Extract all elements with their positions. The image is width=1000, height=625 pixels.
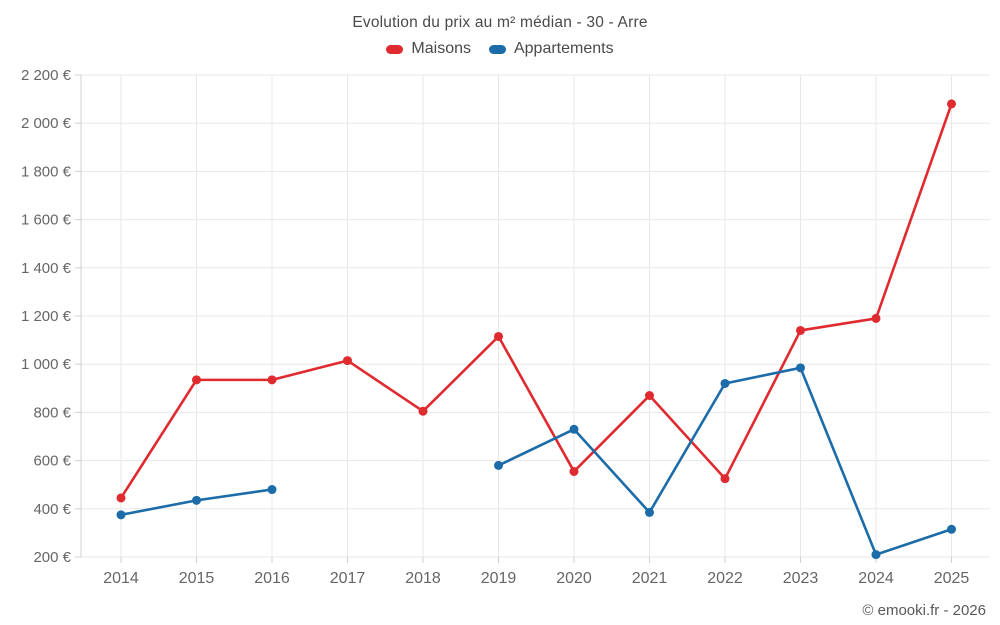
data-point-appartements-2025[interactable]	[947, 524, 956, 534]
maisons-series-swatch-icon	[386, 44, 404, 54]
y-axis-label: 2 000 €	[21, 115, 72, 132]
data-point-maisons-2017[interactable]	[343, 356, 352, 366]
data-point-appartements-2015[interactable]	[192, 495, 201, 505]
y-axis-label: 2 200 €	[21, 67, 72, 84]
y-axis-label: 200 €	[33, 549, 71, 566]
data-point-maisons-2020[interactable]	[569, 466, 579, 476]
appartements-series-swatch-icon	[488, 44, 506, 54]
data-point-maisons-2025[interactable]	[947, 99, 956, 109]
series-line-maisons	[119, 102, 953, 500]
y-axis-label: 1 600 €	[21, 212, 72, 229]
y-axis-label: 1 000 €	[21, 356, 72, 373]
y-axis-label: 1 400 €	[21, 260, 72, 277]
data-point-maisons-2023[interactable]	[796, 325, 805, 335]
data-point-appartements-2023[interactable]	[796, 363, 805, 373]
y-axis-label: 600 €	[33, 453, 71, 470]
data-point-maisons-2014[interactable]	[116, 493, 126, 503]
x-axis-label: 2014	[103, 570, 139, 587]
data-point-maisons-2015[interactable]	[192, 375, 201, 385]
x-axis-label: 2022	[707, 570, 743, 587]
data-point-appartements-2022[interactable]	[720, 378, 730, 388]
x-axis-label: 2015	[179, 570, 215, 587]
data-point-maisons-2016[interactable]	[267, 375, 277, 385]
x-axis-label: 2017	[330, 570, 366, 587]
data-point-maisons-2019[interactable]	[494, 331, 503, 341]
data-point-appartements-2020[interactable]	[569, 424, 579, 434]
y-axis-label: 1 200 €	[21, 308, 72, 325]
x-axis-label: 2019	[481, 570, 517, 587]
data-point-appartements-2024[interactable]	[871, 550, 881, 560]
legend-label-maisons: Maisons	[411, 40, 471, 57]
y-axis-label: 1 800 €	[21, 163, 72, 180]
legend-item-maisons[interactable]: Maisons	[386, 40, 471, 58]
x-axis-label: 2021	[632, 570, 668, 587]
data-point-appartements-2014[interactable]	[116, 510, 126, 520]
copyright-label: © emooki.fr - 2026	[862, 602, 986, 619]
legend-item-appartements[interactable]: Appartements	[488, 40, 614, 58]
data-point-appartements-2016[interactable]	[267, 485, 277, 495]
data-point-maisons-2024[interactable]	[871, 313, 881, 323]
chart-legend: Maisons Appartements	[0, 40, 1000, 58]
legend-label-appartements: Appartements	[513, 40, 614, 57]
data-point-maisons-2022[interactable]	[720, 474, 730, 484]
x-axis-label: 2025	[934, 570, 970, 587]
x-axis-label: 2020	[556, 570, 592, 587]
y-axis-label: 800 €	[33, 404, 71, 421]
y-axis-label: 400 €	[33, 501, 71, 518]
data-point-appartements-2019[interactable]	[494, 460, 503, 470]
x-axis-label: 2018	[405, 570, 441, 587]
x-axis-label: 2016	[254, 570, 290, 587]
x-axis-label: 2024	[858, 570, 894, 587]
data-point-maisons-2021[interactable]	[645, 391, 654, 401]
data-point-appartements-2021[interactable]	[645, 507, 654, 517]
data-point-maisons-2018[interactable]	[418, 406, 428, 416]
x-axis-label: 2023	[783, 570, 819, 587]
